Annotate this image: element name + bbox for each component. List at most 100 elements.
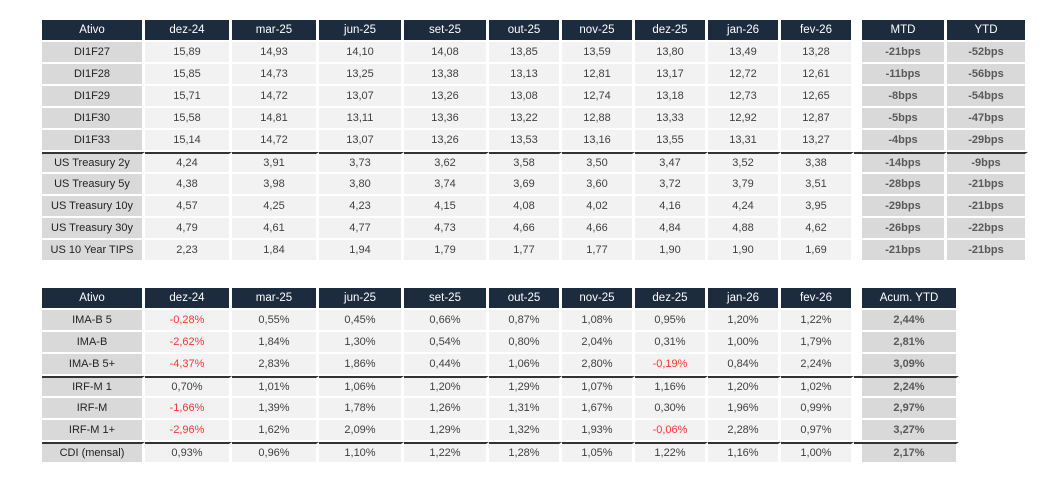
table-row: DI1F29 15,71 14,72 13,07 13,26 13,08 12,74 13,1… (42, 86, 1028, 108)
value-cell: 1,06% (489, 354, 562, 376)
value-cell: 13,33 (635, 108, 708, 130)
value-cell: 1,29% (489, 376, 562, 398)
value-cell: 1,06% (319, 376, 404, 398)
value-cell: 15,89 (145, 42, 232, 64)
value-cell: -1,66% (145, 398, 232, 420)
value-cell: 0,54% (404, 332, 489, 354)
value-cell: 0,45% (319, 310, 404, 332)
value-cell: 3,50 (562, 152, 635, 174)
summary-cell: -21bps (947, 196, 1028, 218)
asset-label: US Treasury 30y (42, 218, 145, 240)
value-cell: -0,28% (145, 310, 232, 332)
value-cell: -0,06% (635, 420, 708, 442)
table-row: CDI (mensal) 0,93% 0,96% 1,10% 1,22% 1,28% 1,0… (42, 442, 959, 464)
value-cell: 14,72 (232, 86, 319, 108)
returns-table: Ativo dez-24 mar-25 jun-25 set-25 out-25 nov-2… (42, 288, 959, 464)
column-gap (854, 332, 862, 354)
value-cell: 14,72 (232, 130, 319, 152)
value-cell: 1,28% (489, 442, 562, 464)
asset-label: US 10 Year TIPS (42, 240, 145, 262)
value-cell: 13,13 (489, 64, 562, 86)
summary-column-header: YTD (947, 20, 1028, 42)
column-gap (854, 108, 862, 130)
value-cell: 15,58 (145, 108, 232, 130)
value-cell: 13,53 (489, 130, 562, 152)
value-cell: 4,25 (232, 196, 319, 218)
table-row: DI1F27 15,89 14,93 14,10 14,08 13,85 13,59 13,8… (42, 42, 1028, 64)
value-cell: 12,87 (781, 108, 854, 130)
value-cell: 14,93 (232, 42, 319, 64)
column-gap (854, 240, 862, 262)
summary-cell: 2,17% (862, 442, 959, 464)
asset-label: US Treasury 2y (42, 152, 145, 174)
summary-cell: -47bps (947, 108, 1028, 130)
value-cell: 0,66% (404, 310, 489, 332)
value-cell: 13,49 (708, 42, 781, 64)
value-cell: 1,90 (708, 240, 781, 262)
value-cell: 1,20% (708, 310, 781, 332)
value-cell: -0,19% (635, 354, 708, 376)
table-row: US Treasury 10y 4,57 4,25 4,23 4,15 4,08 4,02 4… (42, 196, 1028, 218)
value-cell: 3,72 (635, 174, 708, 196)
value-cell: 0,70% (145, 376, 232, 398)
summary-column-header: MTD (862, 20, 947, 42)
column-header: nov-25 (562, 20, 635, 42)
header-row: Ativo dez-24 mar-25 jun-25 set-25 out-25 nov-2… (42, 20, 1028, 42)
column-gap (854, 218, 862, 240)
value-cell: 1,26% (404, 398, 489, 420)
column-gap (854, 420, 862, 442)
column-gap (854, 196, 862, 218)
table-row: DI1F28 15,85 14,73 13,25 13,38 13,13 12,81 13,1… (42, 64, 1028, 86)
value-cell: 1,93% (562, 420, 635, 442)
summary-cell: -22bps (947, 218, 1028, 240)
value-cell: 3,79 (708, 174, 781, 196)
column-header: jan-26 (708, 20, 781, 42)
value-cell: 1,07% (562, 376, 635, 398)
value-cell: 1,62% (232, 420, 319, 442)
column-gap (854, 310, 862, 332)
summary-cell: 3,27% (862, 420, 959, 442)
value-cell: 13,38 (404, 64, 489, 86)
value-cell: 2,24% (781, 354, 854, 376)
asset-label: IRF-M 1 (42, 376, 145, 398)
value-cell: 2,04% (562, 332, 635, 354)
value-cell: 3,51 (781, 174, 854, 196)
summary-cell: -26bps (862, 218, 947, 240)
value-cell: 13,80 (635, 42, 708, 64)
value-cell: 1,79 (404, 240, 489, 262)
summary-cell: -54bps (947, 86, 1028, 108)
value-cell: 13,85 (489, 42, 562, 64)
summary-cell: -28bps (862, 174, 947, 196)
value-cell: 1,00% (708, 332, 781, 354)
value-cell: 0,30% (635, 398, 708, 420)
column-header: nov-25 (562, 288, 635, 310)
value-cell: 14,73 (232, 64, 319, 86)
table-row: DI1F30 15,58 14,81 13,11 13,36 13,22 12,88 13,3… (42, 108, 1028, 130)
value-cell: 4,61 (232, 218, 319, 240)
value-cell: 0,80% (489, 332, 562, 354)
value-cell: 0,93% (145, 442, 232, 464)
column-header: mar-25 (232, 20, 319, 42)
asset-label: IMA-B (42, 332, 145, 354)
summary-cell: -11bps (862, 64, 947, 86)
summary-cell: -21bps (947, 240, 1028, 262)
summary-cell: 3,09% (862, 354, 959, 376)
summary-cell: -21bps (862, 240, 947, 262)
value-cell: 4,23 (319, 196, 404, 218)
column-gap (854, 130, 862, 152)
column-header: jan-26 (708, 288, 781, 310)
value-cell: 4,24 (145, 152, 232, 174)
value-cell: 13,28 (781, 42, 854, 64)
summary-cell: 2,24% (862, 376, 959, 398)
column-gap (854, 174, 862, 196)
value-cell: 12,72 (708, 64, 781, 86)
value-cell: 0,97% (781, 420, 854, 442)
value-cell: 3,69 (489, 174, 562, 196)
summary-cell: -14bps (862, 152, 947, 174)
value-cell: 13,27 (781, 130, 854, 152)
value-cell: 1,00% (781, 442, 854, 464)
value-cell: 13,26 (404, 86, 489, 108)
value-cell: 1,02% (781, 376, 854, 398)
asset-label: US Treasury 5y (42, 174, 145, 196)
asset-label: IMA-B 5 (42, 310, 145, 332)
